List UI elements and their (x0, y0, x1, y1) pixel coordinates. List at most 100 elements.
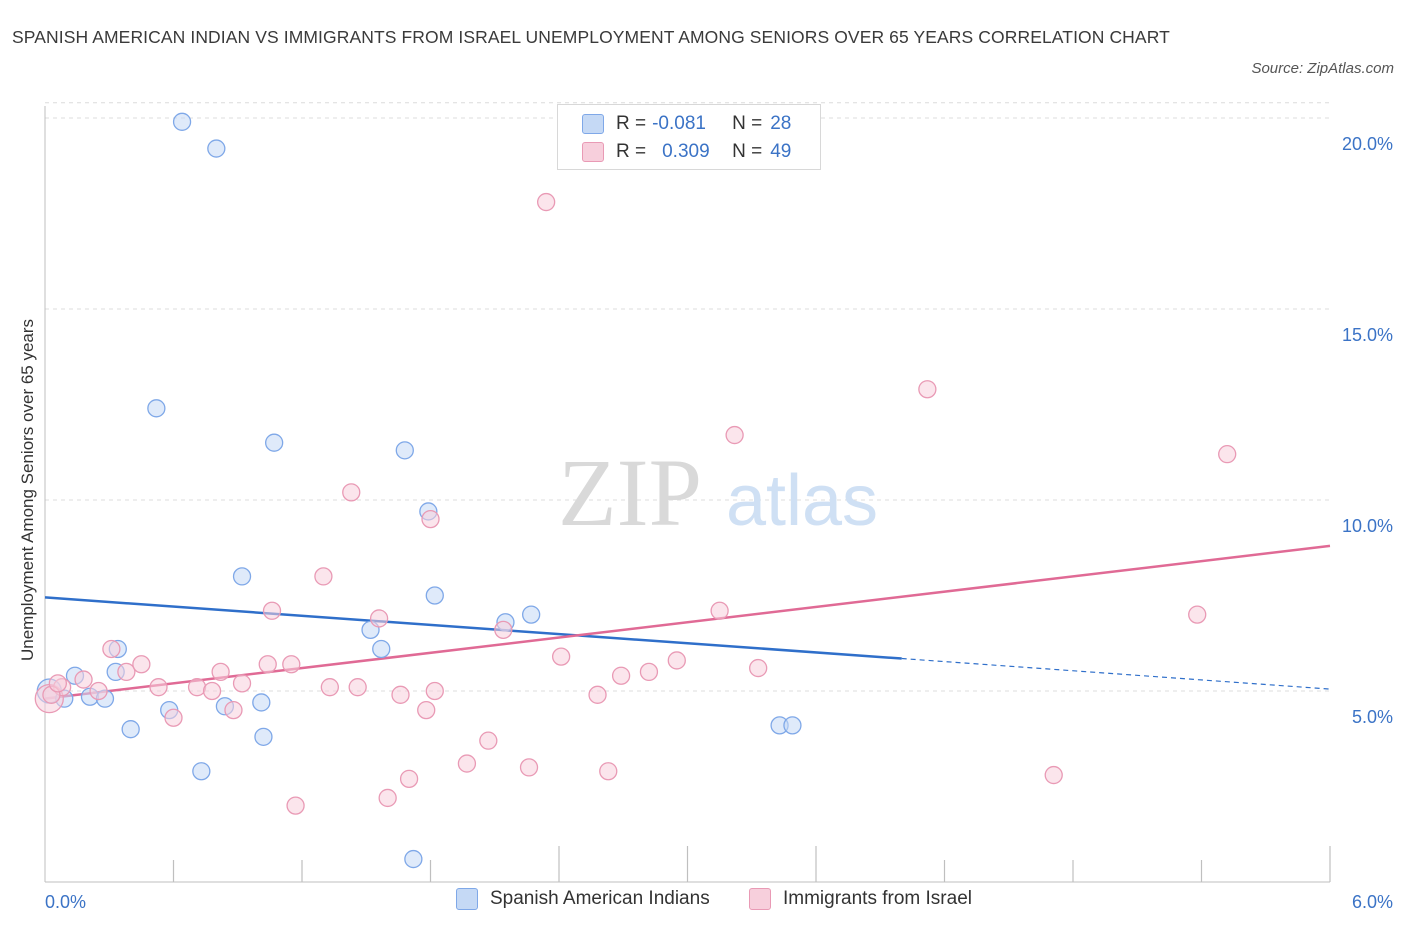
data-point-series-0 (207, 139, 226, 158)
data-point-series-1 (588, 685, 607, 704)
legend-swatch-pink (582, 142, 604, 162)
data-point-series-1 (286, 796, 305, 815)
data-point-series-1 (48, 674, 67, 693)
data-point-series-0 (192, 762, 211, 781)
data-point-series-1 (391, 685, 410, 704)
data-point-series-1 (132, 655, 151, 674)
data-point-series-1 (202, 681, 222, 701)
data-point-series-1 (262, 601, 282, 620)
data-point-series-1 (417, 700, 436, 720)
data-point-series-1 (320, 678, 339, 697)
data-point-series-0 (232, 567, 252, 586)
data-point-series-1 (348, 678, 367, 697)
data-point-series-1 (599, 762, 618, 781)
gridlines (45, 102, 1330, 692)
data-point-series-1 (457, 754, 477, 773)
data-point-series-0 (372, 639, 391, 659)
y-tick-label: 10.0% (1342, 516, 1393, 536)
legend-swatch-pink (749, 888, 771, 910)
data-point-series-1 (537, 192, 556, 212)
data-point-series-1 (1218, 445, 1237, 464)
data-point-series-1 (918, 380, 937, 399)
axes (44, 106, 1331, 883)
data-points (34, 112, 1237, 869)
stats-legend-row-blue: R = -0.081 N = 28 (582, 111, 791, 137)
data-point-series-1 (187, 678, 207, 697)
legend-label: Immigrants from Israel (783, 888, 972, 909)
data-point-series-1 (710, 601, 729, 620)
legend-item-spanish-american-indians[interactable]: Spanish American Indians (456, 888, 710, 910)
data-point-series-1 (149, 678, 168, 697)
data-point-series-1 (369, 609, 389, 628)
data-point-series-0 (522, 605, 541, 624)
data-point-series-1 (102, 639, 121, 659)
r-value: 0.309 (662, 141, 710, 162)
n-label: N = (732, 113, 763, 134)
data-point-series-1 (211, 662, 230, 682)
data-point-series-0 (265, 433, 284, 452)
stats-legend-row-pink: R = 0.309 N = 49 (582, 139, 791, 165)
n-value: 49 (770, 141, 792, 162)
r-label: R = (616, 113, 647, 134)
trend-line-1 (44, 544, 1331, 700)
trend-line-0 (44, 596, 902, 660)
data-point-series-1 (117, 662, 136, 682)
x-tick-label: 0.0% (45, 892, 86, 912)
data-point-series-1 (258, 655, 277, 674)
data-point-series-1 (282, 655, 301, 674)
data-point-series-1 (224, 700, 243, 720)
data-point-series-1 (479, 731, 498, 750)
legend-swatch-blue (456, 888, 478, 910)
trend-lines (44, 544, 1331, 700)
data-point-series-1 (421, 509, 440, 529)
data-point-series-1 (399, 769, 419, 789)
data-point-series-1 (232, 674, 252, 693)
r-label: R = (616, 141, 647, 162)
data-point-series-1 (425, 681, 444, 701)
watermark: ZIP atlas (558, 439, 878, 546)
data-point-series-1 (1188, 605, 1207, 624)
data-point-series-1 (164, 708, 183, 727)
data-point-series-1 (551, 647, 571, 666)
data-point-series-1 (314, 567, 333, 586)
series-legend: Spanish American Indians Immigrants from… (0, 888, 1406, 916)
data-point-series-1 (74, 670, 93, 689)
stats-legend: R = -0.081 N = 28 R = 0.309 N = 49 (557, 104, 821, 170)
data-point-series-0 (395, 441, 414, 460)
data-point-series-0 (404, 849, 423, 869)
r-value: -0.081 (652, 113, 706, 134)
data-point-series-1 (749, 658, 768, 678)
legend-swatch-blue (582, 114, 604, 134)
n-label: N = (732, 141, 763, 162)
watermark-zip: ZIP (558, 439, 702, 546)
data-point-series-0 (425, 586, 444, 605)
data-point-series-0 (254, 727, 273, 746)
data-point-series-0 (783, 716, 802, 735)
trend-line-extension-0 (901, 657, 1331, 690)
x-tick-label: 6.0% (1352, 892, 1393, 912)
data-point-series-1 (342, 483, 361, 502)
source-label: Source: ZipAtlas.com (1251, 60, 1394, 77)
n-value: 28 (770, 113, 792, 134)
tick-labels: 5.0% 10.0% 15.0% 20.0% 0.0% 6.0% (45, 134, 1393, 912)
data-point-series-0 (172, 112, 192, 131)
data-point-series-1 (494, 620, 513, 640)
data-point-series-0 (252, 693, 271, 712)
data-point-series-1 (519, 758, 539, 777)
data-point-series-0 (147, 399, 166, 418)
y-tick-label: 5.0% (1352, 707, 1393, 727)
data-point-series-1 (89, 681, 108, 701)
legend-label: Spanish American Indians (490, 888, 710, 909)
data-point-series-1 (725, 425, 744, 445)
data-point-series-1 (1044, 765, 1063, 785)
chart-title: SPANISH AMERICAN INDIAN VS IMMIGRANTS FR… (12, 27, 1170, 47)
legend-item-immigrants-from-israel[interactable]: Immigrants from Israel (749, 888, 972, 910)
data-point-series-1 (378, 788, 397, 808)
data-point-series-1 (639, 662, 659, 682)
data-point-series-0 (121, 720, 140, 739)
watermark-atlas: atlas (726, 461, 878, 541)
data-point-series-1 (611, 666, 631, 685)
y-tick-label: 20.0% (1342, 134, 1393, 154)
data-point-series-1 (667, 651, 686, 670)
